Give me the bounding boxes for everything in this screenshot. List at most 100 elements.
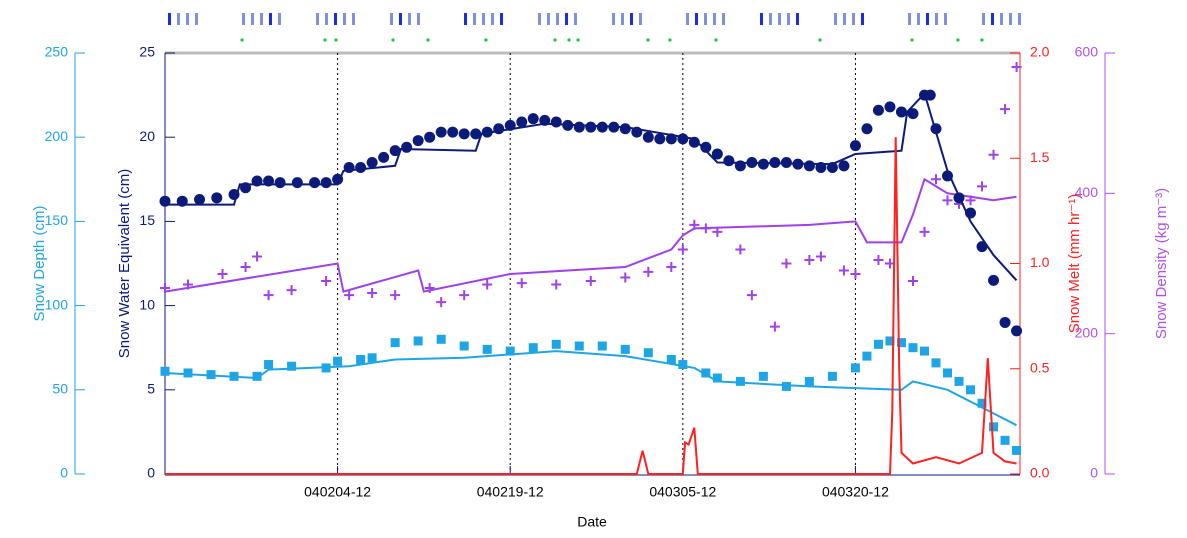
point [942,170,954,182]
point [263,290,274,301]
point [966,385,976,395]
y-tick-label: 0.5 [1030,359,1050,375]
y-tick-label: 15 [139,212,155,228]
point [620,272,631,283]
point [551,279,562,290]
point [286,285,297,296]
y-tick-label: 600 [1075,44,1099,60]
point [228,188,240,200]
point [585,276,596,287]
point [194,194,206,206]
obs-tick [908,13,911,25]
point [931,358,941,368]
point [919,346,929,356]
y-axis-title: Snow Depth (cm) [31,206,48,322]
point [930,123,942,135]
point [803,160,815,172]
point [252,251,263,262]
point [251,175,263,187]
point [264,360,274,370]
obs-tick [269,13,272,25]
point [160,366,170,376]
point [953,192,965,204]
point [366,156,378,168]
obs-tick [926,13,929,25]
point [424,283,435,294]
point [435,126,447,138]
obs-tick [464,13,467,25]
point [895,106,907,118]
point [159,195,171,207]
point [356,354,366,364]
point [539,114,551,126]
obs-dot [391,38,395,42]
point [688,136,700,148]
obs-dot [484,38,488,42]
obs-tick [704,13,707,25]
point [482,279,493,290]
point [872,104,884,116]
obs-tick [574,13,577,25]
point [470,128,482,140]
obs-tick [630,13,633,25]
obs-tick [408,13,411,25]
point [424,131,436,143]
series-line [165,137,1017,475]
point [815,162,827,174]
point [573,121,585,133]
x-tick-label: 040320-12 [822,484,889,500]
point [321,276,332,287]
point [378,151,390,163]
point [861,123,873,135]
series-line [164,177,1017,293]
point [482,344,492,354]
point [344,290,355,301]
y-tick-label: 5 [147,381,155,397]
obs-tick [796,13,799,25]
point [850,269,861,280]
point [678,360,688,370]
obs-dot [567,38,571,42]
y-tick-label: 250 [45,44,69,60]
obs-tick [935,13,938,25]
point [965,195,976,206]
obs-dot [323,38,327,42]
obs-dot [426,38,430,42]
point [942,195,953,206]
point [1000,435,1010,445]
point [562,119,574,131]
point [734,160,746,172]
obs-tick [491,13,494,25]
point [333,356,343,366]
point [666,354,676,364]
obs-tick [852,13,855,25]
obs-tick [686,13,689,25]
y-tick-label: 1.0 [1030,254,1050,270]
point [999,316,1011,328]
point [459,290,470,301]
y-tick-label: 150 [45,212,69,228]
obs-dot [576,38,580,42]
point [907,276,918,287]
y-tick-label: 0 [60,465,68,481]
point [240,262,251,273]
obs-dot [334,38,338,42]
point [516,116,528,128]
point [954,376,964,386]
obs-tick [713,13,716,25]
obs-tick [352,13,355,25]
point [619,123,631,135]
y-tick-label: 0 [147,465,155,481]
point [436,334,446,344]
point [919,226,930,237]
point [229,371,239,381]
point [924,89,936,101]
point [309,177,321,189]
point [700,223,711,234]
point [665,133,677,145]
obs-tick [547,13,550,25]
point [965,207,977,219]
point [493,123,505,135]
point [252,371,262,381]
